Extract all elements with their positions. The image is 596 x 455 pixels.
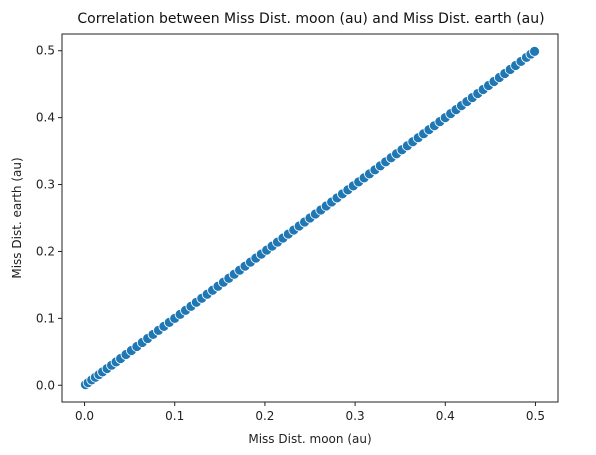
x-tick-label: 0.3 bbox=[346, 409, 365, 423]
x-tick-label: 0.5 bbox=[526, 409, 545, 423]
x-tick-label: 0.2 bbox=[255, 409, 274, 423]
chart-title: Correlation between Miss Dist. moon (au)… bbox=[77, 11, 544, 27]
y-tick-label: 0.3 bbox=[36, 178, 55, 192]
x-tick-label: 0.0 bbox=[75, 409, 94, 423]
x-tick-label: 0.4 bbox=[436, 409, 455, 423]
data-point bbox=[529, 45, 540, 57]
y-tick-label: 0.1 bbox=[36, 311, 55, 325]
y-tick-label: 0.2 bbox=[36, 244, 55, 258]
data-points bbox=[80, 45, 540, 391]
y-tick-label: 0.0 bbox=[36, 378, 55, 392]
y-axis-title: Miss Dist. earth (au) bbox=[10, 157, 24, 278]
y-tick-label: 0.4 bbox=[36, 111, 55, 125]
y-axis-ticks: 0.0 0.1 0.2 0.3 0.4 0.5 bbox=[36, 44, 62, 392]
x-axis-title: Miss Dist. moon (au) bbox=[248, 432, 371, 446]
x-tick-label: 0.1 bbox=[165, 409, 184, 423]
y-tick-label: 0.5 bbox=[36, 44, 55, 58]
plot-frame bbox=[61, 33, 559, 403]
x-axis-ticks: 0.0 0.1 0.2 0.3 0.4 0.5 bbox=[75, 402, 545, 423]
plot-area bbox=[61, 33, 559, 403]
